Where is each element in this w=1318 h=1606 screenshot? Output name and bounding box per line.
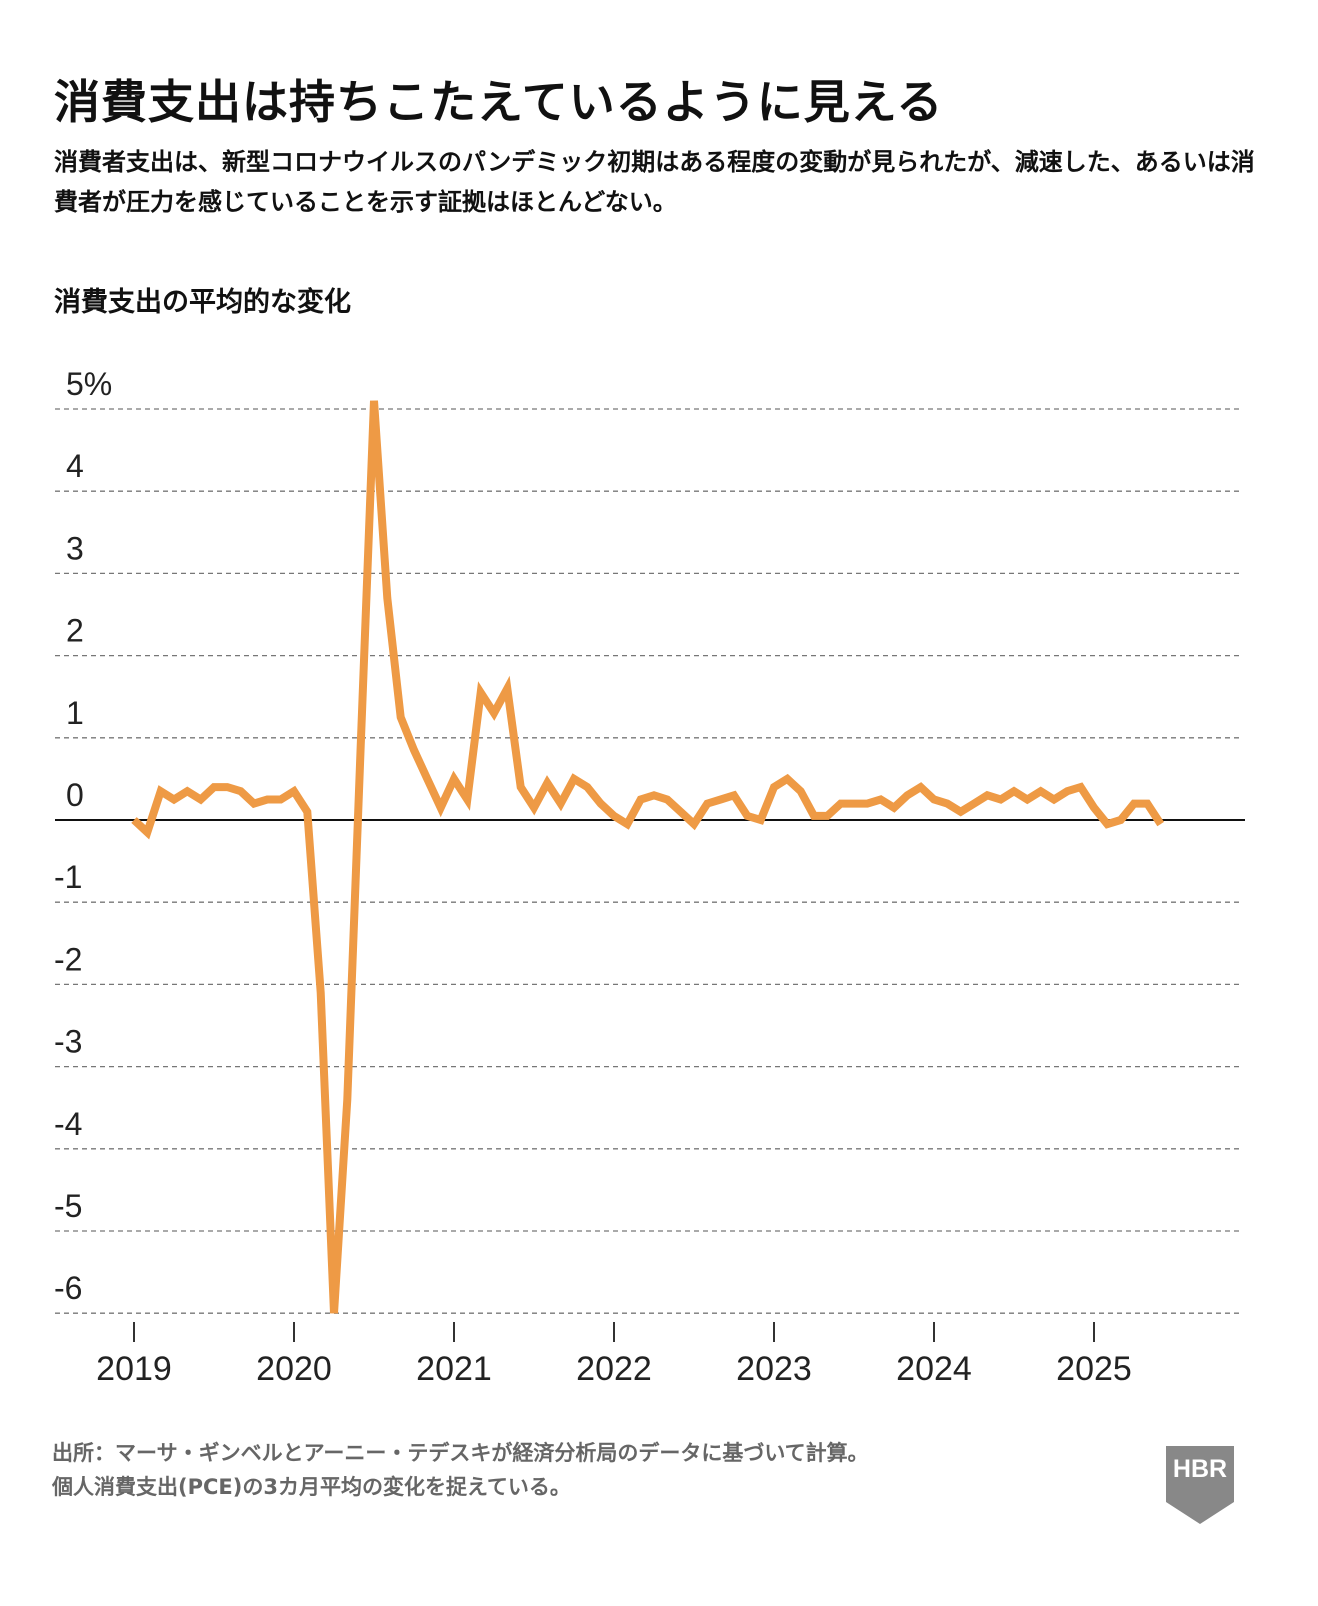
x-ticks: 2019 2020 2021 2022 2023 2024 2025 bbox=[96, 1322, 1132, 1388]
y-tick-label: 0 bbox=[66, 777, 84, 813]
y-tick-label: -1 bbox=[54, 859, 82, 895]
chart-subtitle: 消費者支出は、新型コロナウイルスのパンデミック初期はある程度の変動が見られたが、… bbox=[54, 148, 1255, 216]
y-tick-label: -2 bbox=[54, 941, 82, 977]
gridlines bbox=[55, 408, 1245, 1314]
x-tick-label: 2021 bbox=[416, 1350, 492, 1388]
series bbox=[131, 400, 1165, 1314]
series-line bbox=[131, 400, 1165, 1314]
x-tick-label: 2025 bbox=[1056, 1350, 1132, 1388]
y-tick-labels: 5% 4 3 2 1 0 -1 -2 -3 -4 -5 -6 bbox=[54, 366, 112, 1306]
svg-text:HBR: HBR bbox=[1173, 1455, 1227, 1483]
y-tick-label: 3 bbox=[66, 530, 84, 566]
y-tick-label: 5% bbox=[66, 366, 112, 402]
y-tick-label: -3 bbox=[54, 1024, 82, 1060]
source-line-2: 個人消費支出(PCE)の3カ月平均の変化を捉えている。 bbox=[52, 1475, 571, 1499]
source-note: 出所：マーサ・ギンベルとアーニー・テデスキが経済分析局のデータに基づいて計算。 … bbox=[52, 1436, 869, 1504]
y-tick-label: 1 bbox=[66, 695, 84, 731]
y-tick-label: 4 bbox=[66, 448, 84, 484]
x-tick-label: 2023 bbox=[736, 1350, 812, 1388]
source-line-1: 出所：マーサ・ギンベルとアーニー・テデスキが経済分析局のデータに基づいて計算。 bbox=[52, 1441, 869, 1465]
x-tick-label: 2022 bbox=[576, 1350, 652, 1388]
x-tick-label: 2020 bbox=[256, 1350, 332, 1388]
y-tick-label: -5 bbox=[54, 1188, 82, 1224]
hbr-logo: HBR bbox=[1166, 1446, 1234, 1524]
x-tick-label: 2024 bbox=[896, 1350, 972, 1388]
y-tick-label: 2 bbox=[66, 613, 84, 649]
chart-title: 消費支出は持ちこたえているように見える bbox=[54, 75, 944, 129]
y-tick-label: -6 bbox=[54, 1270, 82, 1306]
x-tick-label: 2019 bbox=[96, 1350, 172, 1388]
y-axis-label: 消費支出の平均的な変化 bbox=[54, 287, 351, 318]
y-tick-label: -4 bbox=[54, 1106, 82, 1142]
